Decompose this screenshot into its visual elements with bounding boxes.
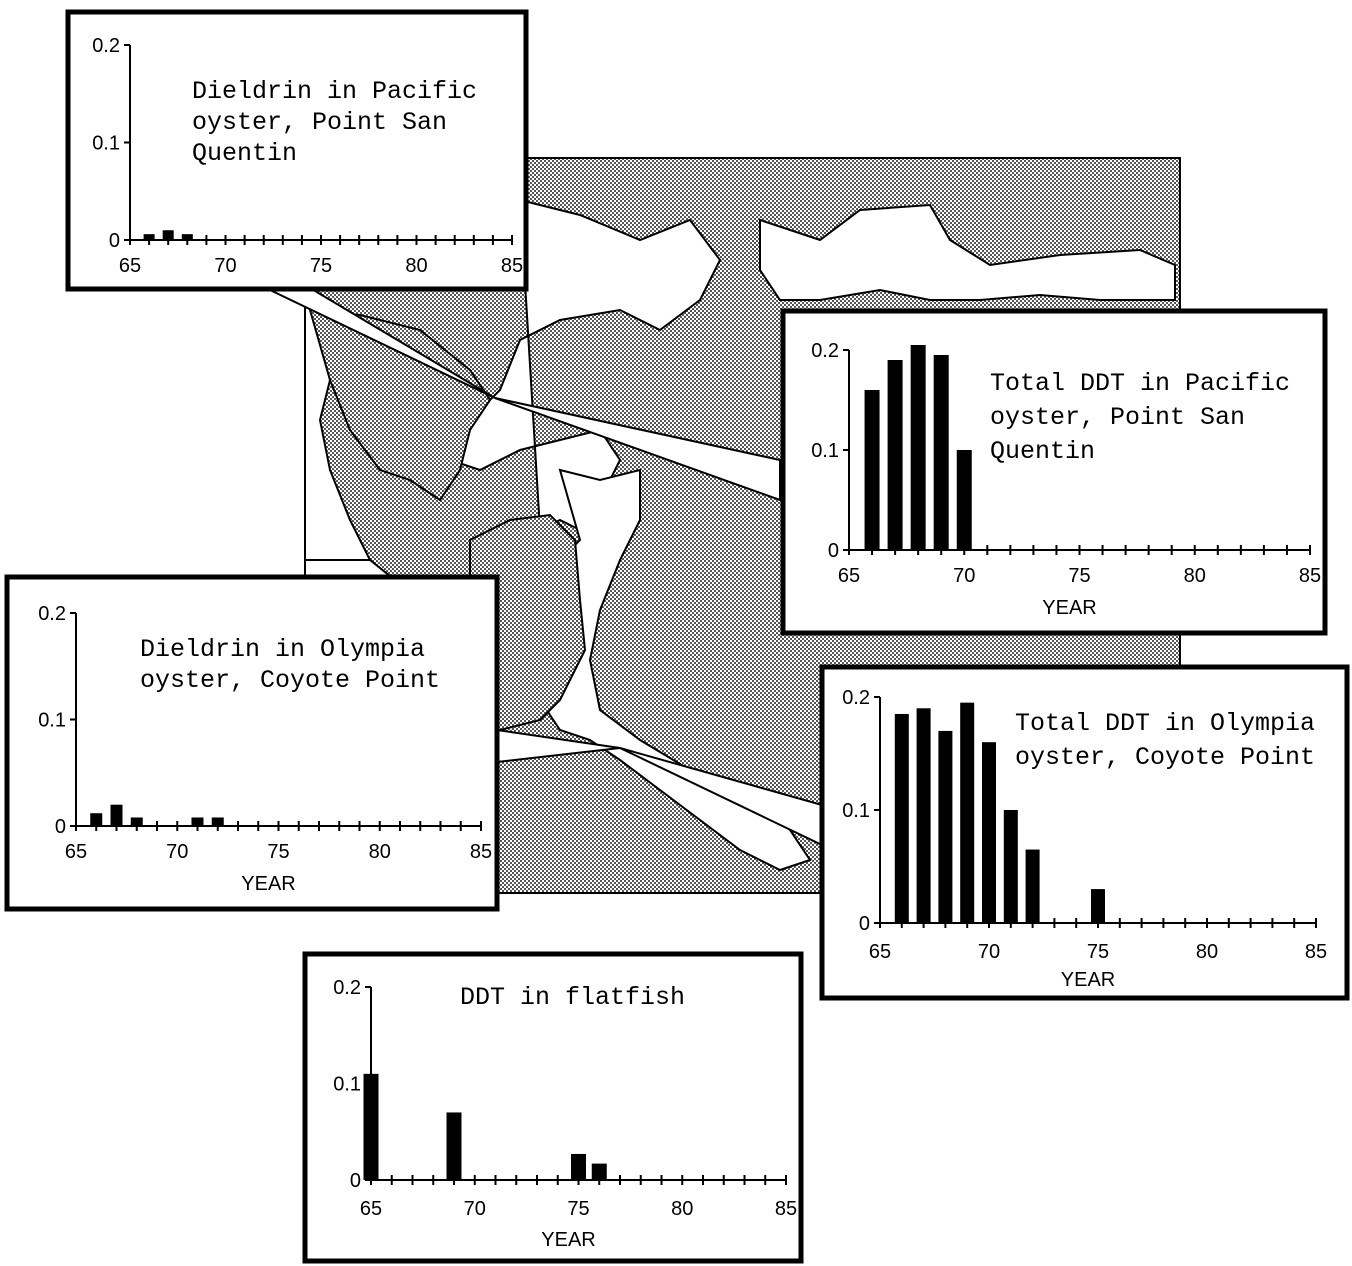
x-tick-label: 85: [775, 1198, 797, 1220]
bar: [571, 1153, 586, 1180]
y-tick-label: 0: [859, 913, 870, 935]
bar: [916, 708, 931, 923]
bar: [181, 234, 193, 240]
bar: [894, 713, 909, 923]
bar: [1091, 889, 1105, 923]
bar: [956, 450, 972, 550]
x-tick-label: 85: [501, 255, 523, 277]
chart-title-line: Quentin: [990, 437, 1095, 466]
x-tick-label: 65: [65, 841, 87, 863]
chart-2-plot: 0 0.1 0.2 65 70 75 80 85 Dieldrin in Olympiaoyst…: [38, 603, 492, 895]
bar: [90, 813, 103, 826]
y-tick-label: 0: [828, 540, 839, 562]
y-tick-label: 0.1: [842, 800, 870, 822]
y-tick-label: 0: [109, 230, 120, 252]
chart-title-line: Dieldrin in Pacific: [192, 77, 477, 106]
bar: [130, 817, 143, 826]
chart-title-line: oyster, Point San: [990, 403, 1245, 432]
x-tick-label: 75: [310, 255, 332, 277]
chart-0-plot: 0 0.1 0.2 65 70 75 80 85 Dieldrin in Pacificoyst…: [92, 35, 523, 277]
bar: [1025, 849, 1040, 923]
x-tick-label: 65: [838, 565, 860, 587]
bar: [162, 230, 174, 240]
bar: [363, 1073, 379, 1180]
x-tick-label: 85: [470, 841, 492, 863]
x-tick-label: 70: [166, 841, 188, 863]
y-tick-label: 0.1: [38, 710, 66, 732]
chart-total-ddt-olympia-oyster: 0 0.1 0.2 65 70 75 80 85 Total DDT in Olympia oys…: [819, 664, 1350, 1001]
y-tick-label: 0.2: [92, 35, 120, 57]
x-tick-label: 75: [1068, 565, 1090, 587]
y-tick-label: 0.2: [333, 977, 361, 999]
chart-title-line: Dieldrin in Olympia: [140, 635, 425, 664]
x-tick-label: 80: [369, 841, 391, 863]
x-tick-label: 80: [1196, 941, 1218, 963]
chart-title-line: Quentin: [192, 139, 297, 168]
x-tick-label: 85: [1305, 941, 1327, 963]
x-tick-label: 70: [464, 1198, 486, 1220]
x-axis-label: YEAR: [1042, 597, 1096, 619]
bar: [960, 702, 975, 923]
bar: [143, 234, 155, 240]
bar: [591, 1163, 607, 1180]
x-tick-label: 65: [119, 255, 141, 277]
x-tick-label: 65: [869, 941, 891, 963]
y-tick-label: 0: [55, 816, 66, 838]
bar: [211, 817, 224, 826]
bar: [887, 360, 903, 550]
chart-title-line: oyster, Point San: [192, 108, 447, 137]
chart-4-plot: 0 0.1 0.2 65 70 75 80 85 DDT in flatfish YEAR: [333, 977, 797, 1251]
x-tick-label: 70: [953, 565, 975, 587]
x-tick-label: 75: [567, 1198, 589, 1220]
x-tick-label: 70: [214, 255, 236, 277]
chart-dieldrin-pacific-oyster: 0 0.1 0.2 65 70 75 80 85 Dieldrin in Pacificoyst…: [65, 9, 529, 292]
x-tick-label: 80: [405, 255, 427, 277]
bar: [446, 1112, 462, 1180]
bar: [910, 345, 926, 550]
chart-title-line: oyster, Coyote Point: [140, 666, 440, 695]
x-tick-label: 70: [978, 941, 1000, 963]
x-tick-label: 65: [360, 1198, 382, 1220]
leader-point-san-quentin-ddt: [494, 397, 781, 502]
x-axis-label: YEAR: [541, 1229, 595, 1251]
chart-title-line: Total DDT in Pacific: [990, 369, 1290, 398]
x-tick-label: 75: [267, 841, 289, 863]
x-tick-label: 75: [1087, 941, 1109, 963]
chart-title-line: DDT in flatfish: [460, 983, 685, 1012]
y-tick-label: 0.2: [842, 687, 870, 709]
x-axis-label: YEAR: [241, 873, 295, 895]
chart-3-plot: 0 0.1 0.2 65 70 75 80 85 Total DDT in Olympia oys…: [842, 687, 1327, 991]
chart-1-plot: 0 0.1 0.2 65 70 75 80 85 Total DDT in Pacific oys…: [811, 340, 1321, 619]
bar: [1003, 810, 1018, 923]
bar: [191, 817, 204, 826]
bar: [982, 742, 996, 923]
y-tick-label: 0.1: [811, 440, 839, 462]
bar: [864, 390, 880, 550]
chart-title-line: Total DDT in Olympia: [1015, 709, 1315, 738]
y-tick-label: 0.2: [38, 603, 66, 625]
y-tick-label: 0.1: [92, 133, 120, 155]
bar: [110, 804, 123, 826]
chart-title-line: oyster, Coyote Point: [1015, 743, 1315, 772]
y-tick-label: 0.1: [333, 1074, 361, 1096]
map-land-marin: [308, 308, 492, 502]
x-tick-label: 85: [1299, 565, 1321, 587]
x-tick-label: 80: [1184, 565, 1206, 587]
y-tick-label: 0.2: [811, 340, 839, 362]
chart-dieldrin-olympia-oyster: 0 0.1 0.2 65 70 75 80 85 Dieldrin in Olympiaoyst…: [4, 574, 500, 912]
y-tick-label: 0: [350, 1170, 361, 1192]
bar: [933, 355, 949, 550]
chart-total-ddt-pacific-oyster: 0 0.1 0.2 65 70 75 80 85 Total DDT in Pacific oys…: [780, 308, 1328, 636]
map-water-northeast: [759, 203, 1176, 301]
x-axis-label: YEAR: [1061, 969, 1115, 991]
bar: [938, 730, 953, 923]
x-tick-label: 80: [671, 1198, 693, 1220]
chart-ddt-flatfish: 0 0.1 0.2 65 70 75 80 85 DDT in flatfish YEAR: [302, 951, 804, 1264]
